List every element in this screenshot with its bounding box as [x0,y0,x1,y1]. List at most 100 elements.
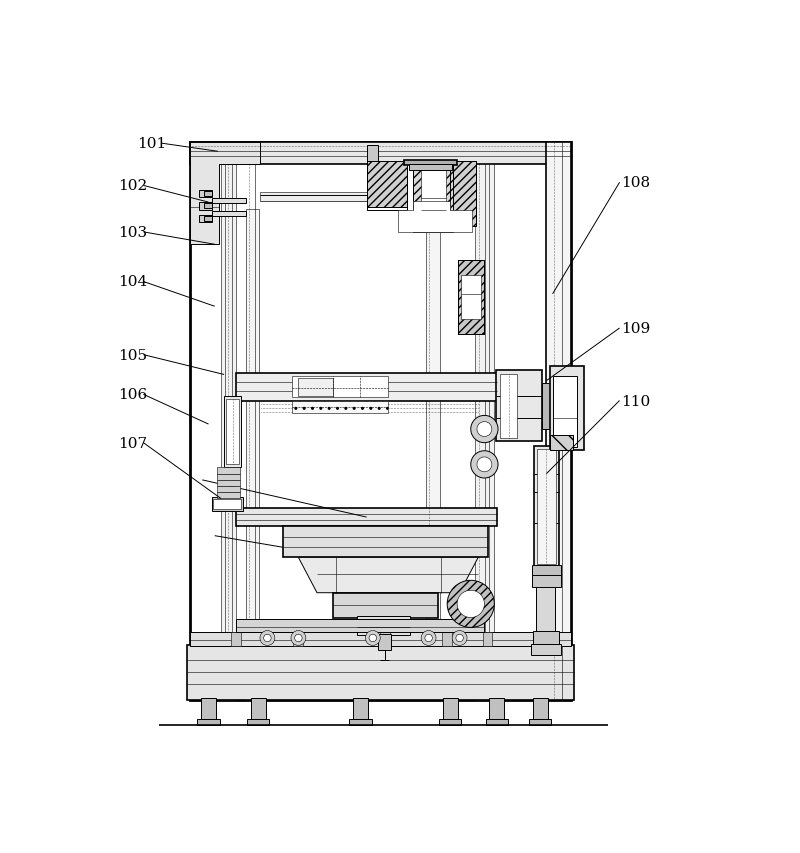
Circle shape [470,416,498,444]
Text: 110: 110 [621,394,650,408]
Bar [333,593,438,618]
Circle shape [452,630,467,646]
Circle shape [294,635,302,642]
Bar [217,474,240,480]
Bar [247,719,270,725]
Bar [533,699,548,722]
Bar [224,397,242,468]
Bar [217,468,240,474]
Text: 109: 109 [621,322,650,335]
Bar [550,435,573,450]
Bar [529,719,551,725]
Circle shape [477,422,492,437]
Bar [532,576,561,587]
Bar [204,192,211,197]
Bar [358,617,410,635]
Bar [294,633,303,647]
Bar [237,373,497,401]
Bar [211,497,242,511]
Polygon shape [398,201,472,233]
Bar [380,633,390,647]
Polygon shape [190,142,260,245]
Text: 107: 107 [118,436,148,450]
Bar [533,630,559,644]
Bar [442,633,452,647]
Bar [475,142,494,700]
Bar [532,566,561,577]
Bar [190,142,571,165]
Bar [461,276,481,319]
Bar [531,644,561,655]
Bar [246,210,259,700]
Circle shape [264,635,271,642]
Circle shape [366,630,380,646]
Bar [537,450,556,564]
Bar [292,401,388,414]
Bar [199,215,211,223]
Bar [542,383,550,430]
Bar [201,699,216,722]
Bar [231,633,242,647]
Bar [298,379,333,396]
Bar [413,161,454,233]
Bar [187,646,574,700]
Circle shape [470,451,498,479]
Circle shape [456,635,463,642]
Bar [546,142,571,700]
Bar [421,165,446,229]
Bar [221,142,237,700]
Circle shape [447,581,494,628]
Bar [204,204,211,209]
Bar [226,400,239,465]
Bar [409,165,452,171]
Bar [353,699,368,722]
Bar [537,585,555,632]
Text: 106: 106 [118,388,148,402]
Bar [214,500,241,509]
Bar [237,508,497,527]
Text: 108: 108 [621,176,650,190]
Bar [217,486,240,493]
Bar [211,199,246,204]
Bar [199,190,211,198]
Bar [378,635,391,651]
Bar [482,633,493,647]
Text: 103: 103 [118,225,148,240]
Text: 104: 104 [118,276,148,289]
Bar [366,161,407,208]
Bar [490,699,504,722]
Bar [217,493,240,499]
Bar [190,633,571,647]
Bar [237,619,485,632]
Bar [250,699,266,722]
Bar [486,719,508,725]
Bar [292,376,388,398]
Bar [199,203,211,211]
Bar [550,367,584,450]
Bar [217,480,240,486]
Circle shape [425,635,432,642]
Circle shape [477,457,492,473]
Circle shape [457,590,485,618]
Bar [350,719,371,725]
Bar [283,527,487,558]
Bar [443,699,458,722]
Bar [413,161,454,233]
Circle shape [291,630,306,646]
Bar [553,376,578,448]
Bar [450,161,476,226]
Text: 105: 105 [118,348,148,363]
Bar [458,260,484,334]
Bar [366,161,407,211]
Bar [204,217,211,222]
Text: 102: 102 [118,179,148,193]
Bar [500,374,518,438]
Bar [495,371,542,442]
Bar [198,719,220,725]
Circle shape [260,630,275,646]
Bar [550,435,573,450]
Bar [260,192,369,201]
Bar [534,446,559,567]
Circle shape [369,635,377,642]
Bar [439,719,462,725]
